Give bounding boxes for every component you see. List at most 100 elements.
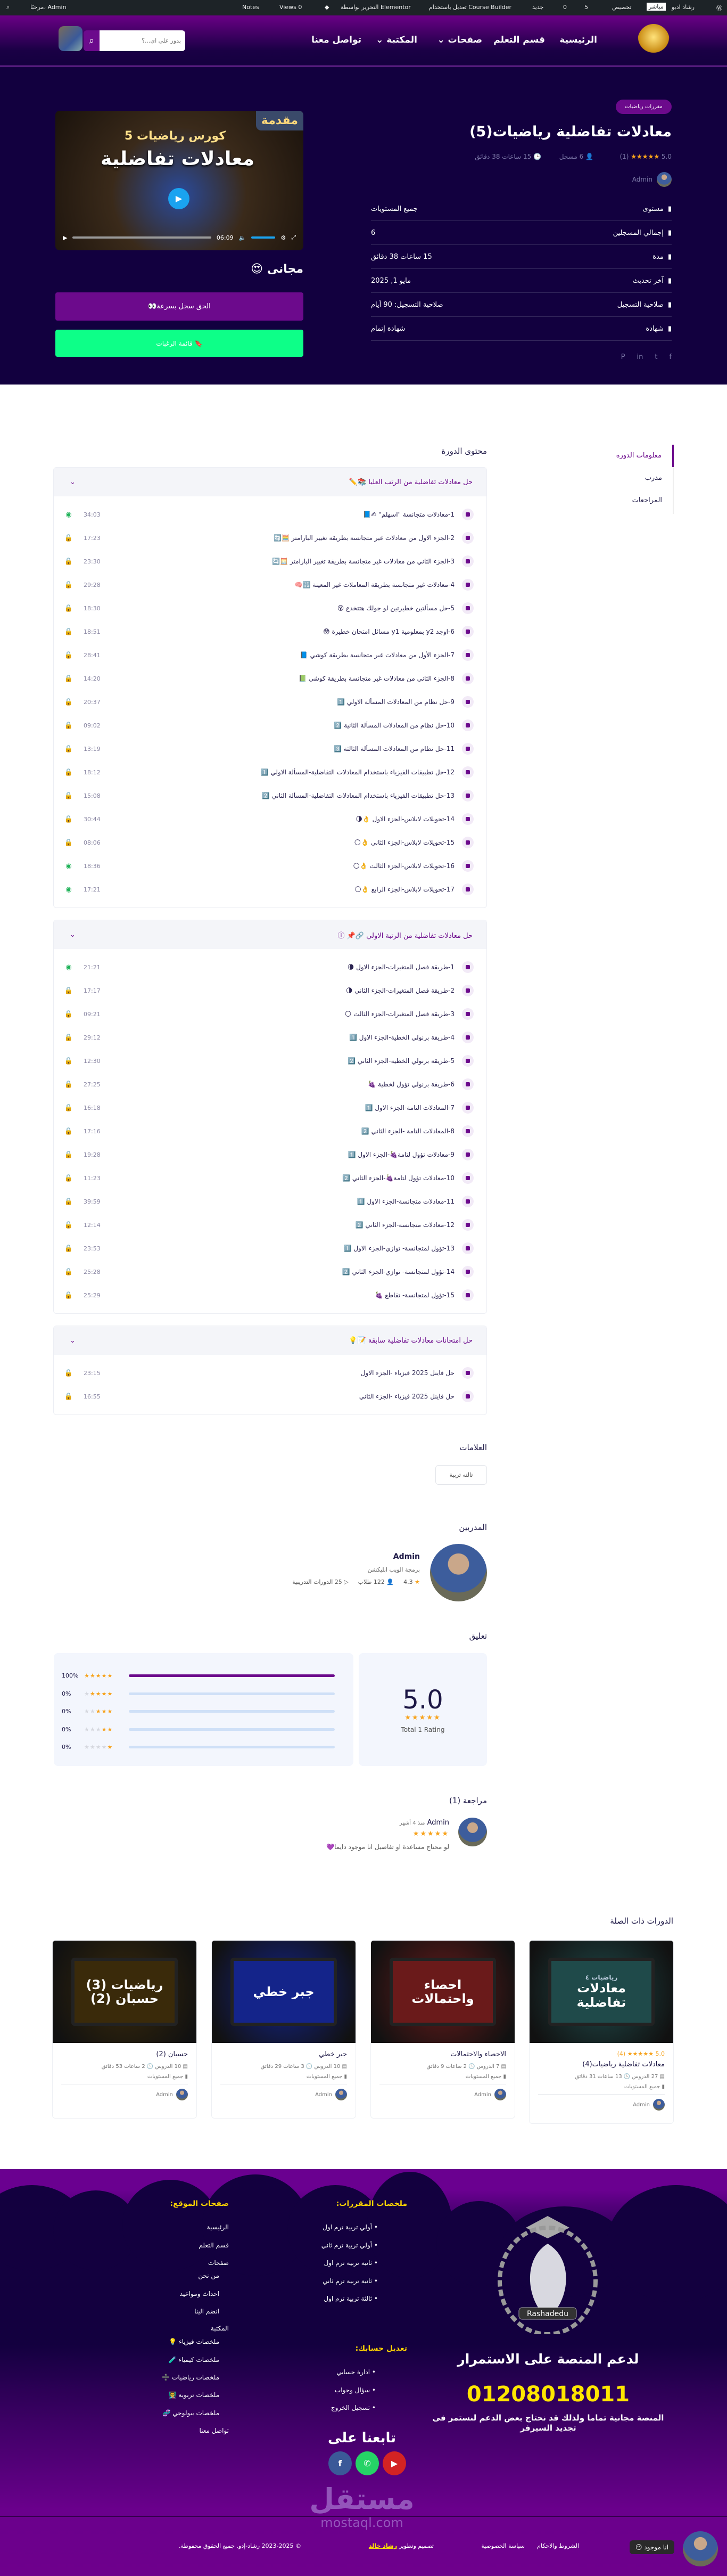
footer-page-link[interactable]: من نحن <box>198 2272 219 2279</box>
footer-page-link[interactable]: ملخصات رياضيات ➗ <box>162 2374 219 2381</box>
lesson-row[interactable]: 1-معادلات متجانسة "اسهلم" ✍📘 34:03 ◉ <box>54 503 486 526</box>
lesson-row[interactable]: حل فاينل 2025 فيزياء -الجزء الثاني 16:55 🔒 <box>54 1385 486 1408</box>
lesson-title[interactable]: حل فاينل 2025 فيزياء -الجزء الثاني <box>359 1393 455 1400</box>
lesson-title[interactable]: 8-المعادلات التامة -الجزء الثاني 2️⃣ <box>361 1127 455 1135</box>
lesson-title[interactable]: 4-معادلات غير متجانسة بطريقة المعاملات غ… <box>294 581 455 588</box>
search-input[interactable] <box>100 30 185 51</box>
lesson-title[interactable]: 9-معادلات تؤول لتامة🍇-الجزء الاول 1️⃣ <box>348 1151 455 1158</box>
lesson-row[interactable]: 5-حل مسألتين خطيرتين لو جولك هتتخدع 😵 18:… <box>54 596 486 620</box>
terms-link[interactable]: الشروط والاحكام <box>537 2542 579 2549</box>
lesson-row[interactable]: 3-طريقة فصل المتغيرات-الجزء الثالث 🌕 09:2… <box>54 1002 486 1026</box>
card-author[interactable]: Admin <box>379 2084 506 2100</box>
course-card[interactable]: رياضيات ٤ معادلات تفاضلية 5.0 ★★★★★ (4) معا… <box>529 1940 674 2124</box>
chevron-down-icon[interactable]: ⌄ <box>70 478 76 486</box>
lesson-row[interactable]: حل فاينل 2025 فيزياء -الجزء الاول 23:15 🔒 <box>54 1361 486 1385</box>
card-author[interactable]: Admin <box>220 2084 347 2100</box>
enroll-button[interactable]: الحق سجل بسرعة👀 <box>55 292 303 321</box>
lesson-row[interactable]: 10-حل نظام من المعادلات المسألة الثانية … <box>54 714 486 737</box>
lesson-row[interactable]: 6-اوجد y2 بمعلومية y1 مسائل امتحان خطيرة… <box>54 620 486 643</box>
search-button[interactable]: ⌕ <box>84 30 100 51</box>
lesson-title[interactable]: 17-تحويلات لابلاس-الجزء الرابع 👌🌕 <box>354 886 455 893</box>
footer-page-link[interactable]: تواصل معنا <box>199 2427 229 2434</box>
views-link[interactable]: Views 0 <box>279 4 302 11</box>
lesson-title[interactable]: 12-حل تطبيقات الفيزياء باستخدام المعادلا… <box>260 768 455 776</box>
footer-page-link[interactable]: ملخصات تربوية 👨‍🏫 <box>168 2391 219 2399</box>
lesson-title[interactable]: 15-تحويلات لابلاس-الجزء الثاني 👌🌕 <box>354 839 455 846</box>
lesson-title[interactable]: 3-الجزء الثاني من معادلات غير متجانسة بط… <box>272 558 455 565</box>
footer-page-link[interactable]: ملخصات فيزياء 💡 <box>169 2338 219 2345</box>
lesson-row[interactable]: 16-تحويلات لابلاس-الجزء الثالث 👌🌕 18:36 ◉ <box>54 854 486 878</box>
lesson-title[interactable]: 5-حل مسألتين خطيرتين لو جولك هتتخدع 😵 <box>337 604 455 612</box>
comments-link[interactable]: 0 <box>563 4 567 11</box>
lesson-row[interactable]: 11-معادلات متجانسة-الجزء الاول 1️⃣ 39:59 🔒 <box>54 1190 486 1213</box>
lesson-title[interactable]: 14-تحويلات لابلاس-الجزء الاول 👌🌗 <box>356 815 455 823</box>
search-icon[interactable]: ⌕ <box>6 4 10 11</box>
lesson-title[interactable]: 8-الجزء الثاني من معادلات غير متجانسة بط… <box>298 675 455 682</box>
lesson-title[interactable]: 7-المعادلات التامة-الجزء الاول 1️⃣ <box>365 1104 455 1111</box>
topic-header[interactable]: حل امتحانات معادلات تفاضلية سابقة 📝💡 ⌄ <box>54 1326 486 1355</box>
chevron-down-icon[interactable]: ⌄ <box>70 1336 76 1345</box>
lesson-row[interactable]: 5-طريقة برنولي الخطية-الجزء الثاني 2️⃣ 12… <box>54 1049 486 1073</box>
lesson-title[interactable]: 14-تؤول لمتجانسة- توازي-الجزء الثاني 2️⃣ <box>342 1268 455 1275</box>
customize-link[interactable]: تخصيص <box>612 4 632 11</box>
volume-slider[interactable] <box>251 236 276 239</box>
lesson-row[interactable]: 17-تحويلات لابلاس-الجزء الرابع 👌🌕 17:21 ◉ <box>54 878 486 901</box>
lesson-row[interactable]: 2-الجزء الاول من معادلات غير متجانسة بطر… <box>54 526 486 550</box>
support-phone[interactable]: 01208018011 <box>466 2382 630 2407</box>
course-card[interactable]: احصاء واحتمالات الاحصاء والاحتمالات ▤ 7 ال… <box>370 1940 515 2119</box>
twitter-icon[interactable]: t <box>655 353 658 361</box>
lesson-row[interactable]: 15-تحويلات لابلاس-الجزء الثاني 👌🌕 08:06 🔒 <box>54 831 486 854</box>
lesson-title[interactable]: 2-الجزء الاول من معادلات غير متجانسة بطر… <box>274 534 455 542</box>
footer-course-link[interactable]: ثانية تربية ترم اول <box>324 2259 378 2267</box>
live-badge[interactable]: مباشر <box>647 3 666 11</box>
topic-header[interactable]: حل معادلات تفاضلية من الرتبة الاولي 🔗📌 ⓘ… <box>54 920 486 949</box>
course-builder-link[interactable]: تعديل باستخدام Course Builder <box>429 4 512 11</box>
wordpress-icon[interactable]: Ⓦ <box>716 5 722 12</box>
course-thumbnail[interactable]: احصاء واحتمالات <box>371 1941 515 2043</box>
lesson-title[interactable]: 4-طريقة برنولي الخطية-الجزء الاول 1️⃣ <box>349 1034 455 1041</box>
elementor-link[interactable]: التحرير بواسطة Elementor <box>341 4 411 11</box>
footer-page-link[interactable]: صفحات <box>208 2259 229 2267</box>
lesson-title[interactable]: 12-معادلات متجانسة-الجزء الثاني 2️⃣ <box>355 1221 455 1229</box>
lesson-row[interactable]: 9-معادلات تؤول لتامة🍇-الجزء الاول 1️⃣ 19:… <box>54 1143 486 1166</box>
volume-icon[interactable]: 🔈 <box>238 234 246 241</box>
lesson-row[interactable]: 9-حل نظام من المعادلات المسألة الاولي 1️… <box>54 690 486 714</box>
menu-pages[interactable]: صفحات ⌄ <box>437 35 482 45</box>
card-author[interactable]: Admin <box>538 2094 665 2111</box>
new-link[interactable]: جديد <box>532 4 544 11</box>
preview-eye-icon[interactable]: ◉ <box>65 862 72 870</box>
lesson-title[interactable]: 10-حل نظام من المعادلات المسألة الثانية … <box>334 722 455 729</box>
chat-bubble[interactable]: انا موجود 😶 <box>630 2540 674 2554</box>
footer-page-link[interactable]: احداث ومواعيد <box>179 2290 219 2297</box>
intro-video[interactable]: مقدمة كورس رياضيات 5 معادلات تفاضلية ▶ ▶… <box>55 111 303 250</box>
user-avatar[interactable] <box>59 26 82 51</box>
lesson-row[interactable]: 6-طريقة برنولي تؤول لخطية 🍇 27:25 🔒 <box>54 1073 486 1096</box>
youtube-icon[interactable]: ▶ <box>383 2451 406 2475</box>
lesson-row[interactable]: 1-طريقة فصل المتغيرات-الجزء الاول 🌘 21:21… <box>54 955 486 979</box>
video-progress[interactable] <box>72 236 211 239</box>
lesson-row[interactable]: 8-المعادلات التامة -الجزء الثاني 2️⃣ 17:1… <box>54 1119 486 1143</box>
footer-page-link[interactable]: ملخصات بيولوجي 🧬 <box>162 2409 219 2417</box>
greeting-link[interactable]: مرحبًا، Admin <box>30 4 67 11</box>
wishlist-button[interactable]: 🔖 قائمة الرغبات <box>55 330 303 357</box>
footer-account-link[interactable]: سؤال وجواب <box>335 2386 376 2394</box>
course-card[interactable]: رياضيات (3) حسبان (2) حسبان (2) ▤ 10 الدرو… <box>52 1940 197 2119</box>
tag-item[interactable]: تالته تربية <box>435 1465 487 1485</box>
menu-home[interactable]: الرئيسية <box>559 35 597 45</box>
tab-course-info[interactable]: معلومات الدورة <box>607 445 674 467</box>
lesson-row[interactable]: 7-الجزء الأول من معادلات غير متجانسة بطر… <box>54 643 486 667</box>
lesson-row[interactable]: 15-تؤول لمتجانسة- تقاطع 🍇 25:29 🔒 <box>54 1283 486 1307</box>
tab-reviews[interactable]: المراجعات <box>632 496 662 504</box>
lesson-title[interactable]: 16-تحويلات لابلاس-الجزء الثالث 👌🌕 <box>353 862 455 870</box>
updates-link[interactable]: 5 <box>584 4 588 11</box>
lesson-row[interactable]: 13-حل تطبيقات الفيزياء باستخدام المعادلا… <box>54 784 486 807</box>
tab-instructor[interactable]: مدرب <box>645 474 662 482</box>
category-badge[interactable]: مقررات رياضيات <box>616 100 672 114</box>
play-icon[interactable]: ▶ <box>168 188 189 209</box>
lesson-title[interactable]: 6-اوجد y2 بمعلومية y1 مسائل امتحان خطيرة… <box>323 628 455 635</box>
footer-account-link[interactable]: تسجيل الخروج <box>331 2404 376 2411</box>
notes-link[interactable]: Notes <box>242 4 259 11</box>
lesson-row[interactable]: 11-حل نظام من المعادلات المسألة الثالثة … <box>54 737 486 760</box>
lesson-title[interactable]: حل فاينل 2025 فيزياء -الجزء الاول <box>360 1369 455 1377</box>
whatsapp-icon[interactable]: ✆ <box>356 2451 379 2475</box>
